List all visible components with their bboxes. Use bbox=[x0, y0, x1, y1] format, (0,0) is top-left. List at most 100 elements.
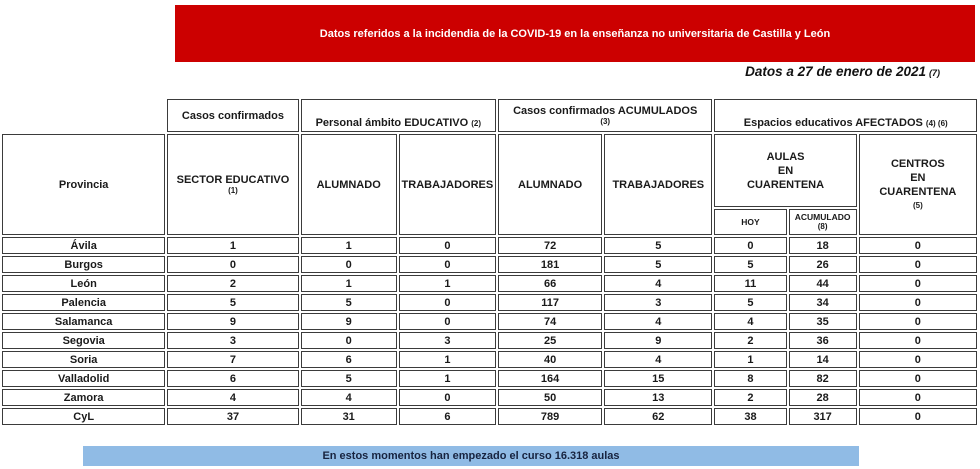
table-row: León 2 1 1 66 4 11 44 0 bbox=[2, 275, 977, 292]
col-header-centros-note: (5) bbox=[912, 200, 923, 210]
col-header-trabajadores-label: TRABAJADORES bbox=[401, 178, 494, 191]
table-row: Valladolid 6 5 1 164 15 8 82 0 bbox=[2, 370, 977, 387]
value-cell: 0 bbox=[858, 332, 977, 349]
header-group-espacios: Espacios educativos AFECTADOS (4) (6) bbox=[714, 99, 977, 132]
value-cell: 0 bbox=[858, 237, 977, 254]
value-cell: 0 bbox=[300, 256, 397, 273]
col-header-centros-line2: EN bbox=[910, 171, 926, 184]
col-header-alumnado-acum-label: ALUMNADO bbox=[518, 178, 583, 191]
value-cell: 4 bbox=[714, 313, 787, 330]
title-text: Datos referidos a la incidendia de la CO… bbox=[319, 27, 831, 40]
value-cell: 0 bbox=[398, 256, 496, 273]
province-cell: Burgos bbox=[2, 256, 166, 273]
col-header-alumnado-acum: ALUMNADO bbox=[497, 134, 603, 235]
table-row: Salamanca 9 9 0 74 4 4 35 0 bbox=[2, 313, 977, 330]
title-banner: Datos referidos a la incidendia de la CO… bbox=[175, 5, 975, 62]
col-header-sector: SECTOR EDUCATIVO (1) bbox=[167, 134, 299, 235]
col-header-centros-line3-label: CUARENTENA bbox=[879, 185, 957, 198]
value-cell: 1 bbox=[398, 275, 496, 292]
value-cell: 0 bbox=[858, 275, 977, 292]
value-cell: 6 bbox=[167, 370, 299, 387]
table-row: CyL 37 31 6 789 62 38 317 0 bbox=[2, 408, 977, 425]
value-cell: 0 bbox=[858, 351, 977, 368]
value-cell: 6 bbox=[300, 351, 397, 368]
value-cell: 62 bbox=[604, 408, 713, 425]
value-cell: 0 bbox=[398, 237, 496, 254]
date-footnote: (7) bbox=[929, 68, 940, 78]
col-header-hoy-label: HOY bbox=[741, 217, 760, 227]
value-cell: 26 bbox=[788, 256, 857, 273]
value-cell: 6 bbox=[398, 408, 496, 425]
value-cell: 1 bbox=[398, 370, 496, 387]
col-header-centros: CENTROS EN CUARENTENA (5) bbox=[858, 134, 977, 235]
table-body: Ávila 1 1 0 72 5 0 18 0 Burgos 0 0 0 181 5 5 26 0 León 2 1 1 6… bbox=[2, 237, 977, 425]
value-cell: 3 bbox=[398, 332, 496, 349]
value-cell: 5 bbox=[714, 256, 787, 273]
value-cell: 0 bbox=[858, 256, 977, 273]
value-cell: 4 bbox=[167, 389, 299, 406]
header-group-acumulados: Casos confirmados ACUMULADOS (3) bbox=[497, 99, 713, 132]
value-cell: 1 bbox=[300, 237, 397, 254]
value-cell: 3 bbox=[604, 294, 713, 311]
col-header-aulas-line3: CUARENTENA bbox=[747, 178, 825, 191]
value-cell: 5 bbox=[604, 237, 713, 254]
col-header-sector-note: (1) bbox=[228, 185, 238, 195]
header-group-espacios-label: Espacios educativos AFECTADOS bbox=[743, 117, 923, 129]
value-cell: 72 bbox=[497, 237, 603, 254]
table-row: Burgos 0 0 0 181 5 5 26 0 bbox=[2, 256, 977, 273]
col-header-centros-line3: CUARENTENA (5) bbox=[860, 185, 976, 213]
col-header-trabajadores-acum: TRABAJADORES bbox=[604, 134, 713, 235]
header-group-casos-label: Casos confirmados bbox=[181, 109, 284, 122]
value-cell: 66 bbox=[497, 275, 603, 292]
col-header-aulas-line2: EN bbox=[777, 164, 794, 177]
value-cell: 5 bbox=[300, 370, 397, 387]
value-cell: 2 bbox=[167, 275, 299, 292]
header-group-espacios-note: (4) (6) bbox=[925, 119, 948, 128]
value-cell: 1 bbox=[300, 275, 397, 292]
province-cell: Soria bbox=[2, 351, 166, 368]
value-cell: 0 bbox=[858, 370, 977, 387]
value-cell: 38 bbox=[714, 408, 787, 425]
value-cell: 74 bbox=[497, 313, 603, 330]
province-cell: Salamanca bbox=[2, 313, 166, 330]
col-header-aulas: AULAS EN CUARENTENA bbox=[714, 134, 857, 207]
header-group-personal-note: (2) bbox=[471, 119, 482, 128]
value-cell: 5 bbox=[604, 256, 713, 273]
value-cell: 164 bbox=[497, 370, 603, 387]
date-text: Datos a 27 de enero de 2021 bbox=[745, 64, 926, 79]
province-cell: Segovia bbox=[2, 332, 166, 349]
value-cell: 44 bbox=[788, 275, 857, 292]
value-cell: 117 bbox=[497, 294, 603, 311]
value-cell: 9 bbox=[604, 332, 713, 349]
header-group-casos: Casos confirmados bbox=[167, 99, 299, 132]
value-cell: 789 bbox=[497, 408, 603, 425]
value-cell: 0 bbox=[714, 237, 787, 254]
value-cell: 1 bbox=[167, 237, 299, 254]
footer-text: En estos momentos han empezado el curso … bbox=[322, 450, 620, 462]
value-cell: 9 bbox=[167, 313, 299, 330]
col-header-alumnado-label: ALUMNADO bbox=[316, 178, 381, 191]
value-cell: 2 bbox=[714, 389, 787, 406]
value-cell: 37 bbox=[167, 408, 299, 425]
header-group-acumulados-note: (3) bbox=[600, 116, 611, 126]
value-cell: 0 bbox=[858, 408, 977, 425]
value-cell: 9 bbox=[300, 313, 397, 330]
table-row: Segovia 3 0 3 25 9 2 36 0 bbox=[2, 332, 977, 349]
value-cell: 50 bbox=[497, 389, 603, 406]
col-header-centros-line1: CENTROS bbox=[890, 157, 945, 170]
value-cell: 3 bbox=[167, 332, 299, 349]
table-row: Zamora 4 4 0 50 13 2 28 0 bbox=[2, 389, 977, 406]
table-row: Soria 7 6 1 40 4 1 14 0 bbox=[2, 351, 977, 368]
value-cell: 1 bbox=[398, 351, 496, 368]
col-header-alumnado: ALUMNADO bbox=[300, 134, 397, 235]
value-cell: 36 bbox=[788, 332, 857, 349]
empty-corner-cell bbox=[2, 99, 165, 132]
value-cell: 0 bbox=[398, 313, 496, 330]
table-row: Palencia 5 5 0 117 3 5 34 0 bbox=[2, 294, 977, 311]
value-cell: 40 bbox=[497, 351, 603, 368]
province-cell: Valladolid bbox=[2, 370, 166, 387]
province-cell: CyL bbox=[2, 408, 166, 425]
covid-table: Casos confirmados Personal ámbito EDUCAT… bbox=[0, 97, 979, 427]
col-header-acumulado-label: ACUMULADO bbox=[794, 212, 851, 222]
value-cell: 34 bbox=[788, 294, 857, 311]
